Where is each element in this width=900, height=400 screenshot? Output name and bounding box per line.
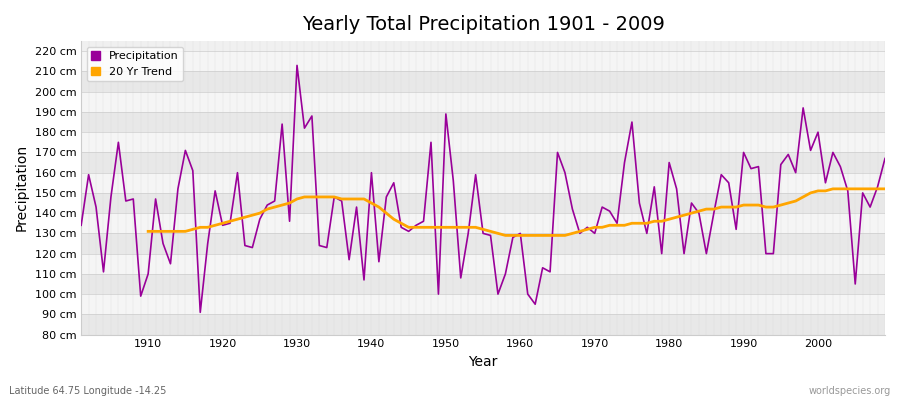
20 Yr Trend [143,229,154,234]
Bar [81,233,885,254]
Precipitation [314,243,325,248]
Precipitation [358,278,369,282]
Precipitation [195,310,206,315]
Text: worldspecies.org: worldspecies.org [809,386,891,396]
Bar [81,112,885,132]
Bar [81,51,885,72]
20 Yr Trend [500,233,511,238]
Bar [81,274,885,294]
20 Yr Trend [314,194,325,199]
20 Yr Trend [284,201,295,206]
Line: 20 Yr Trend: 20 Yr Trend [148,189,885,236]
Bar [81,193,885,213]
Precipitation [530,302,541,307]
Bar [81,314,885,334]
Title: Yearly Total Precipitation 1901 - 2009: Yearly Total Precipitation 1901 - 2009 [302,15,664,34]
Precipitation [76,223,86,228]
Line: Precipitation: Precipitation [81,65,885,312]
Bar [81,173,885,193]
Precipitation [879,156,890,161]
20 Yr Trend [827,186,838,191]
Precipitation [292,63,302,68]
Bar [81,92,885,112]
Bar [81,152,885,173]
Bar [81,72,885,92]
X-axis label: Year: Year [468,355,498,369]
20 Yr Trend [530,233,541,238]
20 Yr Trend [879,186,890,191]
Bar [81,254,885,274]
20 Yr Trend [835,186,846,191]
Bar [81,132,885,152]
Precipitation [619,160,630,165]
Precipitation [135,294,146,298]
Bar [81,294,885,314]
Bar [81,213,885,233]
Precipitation [522,292,533,296]
20 Yr Trend [858,186,868,191]
Legend: Precipitation, 20 Yr Trend: Precipitation, 20 Yr Trend [86,47,183,81]
20 Yr Trend [590,225,600,230]
Y-axis label: Precipitation: Precipitation [15,144,29,232]
Text: Latitude 64.75 Longitude -14.25: Latitude 64.75 Longitude -14.25 [9,386,166,396]
